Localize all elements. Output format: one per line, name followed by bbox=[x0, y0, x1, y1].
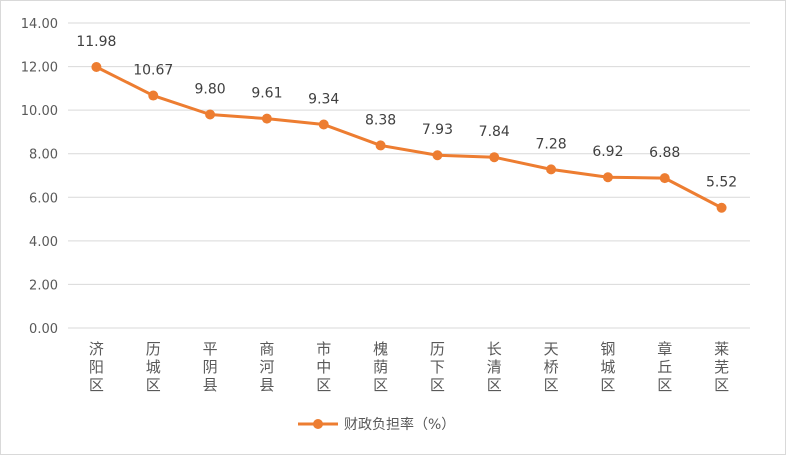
legend: 财政负担率（%） bbox=[298, 416, 455, 433]
series-line bbox=[94, 65, 724, 210]
grid-lines bbox=[68, 22, 750, 329]
data-labels: 11.98 10.67 9.80 9.61 9.34 8.38 7.93 7.84 7.28 6.… bbox=[76, 34, 737, 191]
y-axis-ticks: 0.00 2.00 4.00 6.00 8.00 10.00 12.00 14.00 bbox=[21, 17, 58, 337]
x-axis-categories: 济阳区 历城区 平阴县 商河县 市中区 槐荫区 历下区 长清区 天桥区 钢城区 章丘区 莱芜区 bbox=[89, 340, 729, 394]
data-point bbox=[375, 140, 386, 151]
data-label: 9.61 bbox=[251, 86, 282, 102]
x-category-label: 市中区 bbox=[316, 340, 331, 394]
data-point bbox=[261, 113, 272, 124]
y-tick-label: 2.00 bbox=[29, 278, 58, 293]
data-label: 11.98 bbox=[76, 34, 116, 50]
x-category-label: 天桥区 bbox=[544, 340, 559, 394]
x-category-label: 平阴县 bbox=[203, 340, 218, 394]
x-category-label: 济阳区 bbox=[89, 340, 104, 394]
data-label: 7.84 bbox=[479, 124, 510, 140]
data-label: 7.28 bbox=[535, 136, 566, 152]
x-category-label: 章丘区 bbox=[657, 340, 672, 394]
data-point bbox=[205, 109, 216, 120]
series-layer bbox=[91, 62, 727, 213]
data-label: 6.88 bbox=[649, 145, 680, 161]
x-category-label: 历下区 bbox=[430, 340, 445, 394]
y-tick-label: 8.00 bbox=[29, 148, 58, 163]
data-label: 9.80 bbox=[194, 82, 225, 98]
data-label: 5.52 bbox=[706, 175, 737, 191]
data-point bbox=[489, 152, 500, 163]
legend-entry: 财政负担率（%） bbox=[344, 416, 455, 433]
data-point bbox=[716, 202, 727, 213]
data-point bbox=[91, 62, 102, 73]
y-tick-label: 0.00 bbox=[29, 322, 58, 337]
x-category-label: 商河县 bbox=[259, 340, 274, 394]
data-point bbox=[432, 150, 443, 161]
x-category-label: 莱芜区 bbox=[714, 340, 729, 394]
data-point bbox=[318, 119, 329, 130]
y-tick-label: 14.00 bbox=[21, 17, 58, 32]
x-category-label: 历城区 bbox=[146, 340, 161, 394]
data-label: 6.92 bbox=[592, 144, 623, 160]
y-tick-label: 10.00 bbox=[21, 104, 58, 119]
y-tick-label: 4.00 bbox=[29, 235, 58, 250]
data-label: 9.34 bbox=[308, 92, 339, 108]
data-label: 8.38 bbox=[365, 112, 396, 128]
data-point bbox=[148, 90, 159, 101]
data-point bbox=[546, 164, 557, 175]
x-category-label: 长清区 bbox=[487, 340, 502, 394]
data-label: 10.67 bbox=[133, 63, 173, 79]
data-label: 7.93 bbox=[422, 122, 453, 138]
data-point bbox=[659, 173, 670, 184]
y-tick-label: 6.00 bbox=[29, 191, 58, 206]
y-tick-label: 12.00 bbox=[21, 61, 58, 76]
legend-dot-marker bbox=[313, 419, 323, 429]
x-category-label: 槐荫区 bbox=[373, 340, 388, 394]
x-category-label: 钢城区 bbox=[600, 340, 615, 394]
data-point bbox=[602, 172, 613, 183]
